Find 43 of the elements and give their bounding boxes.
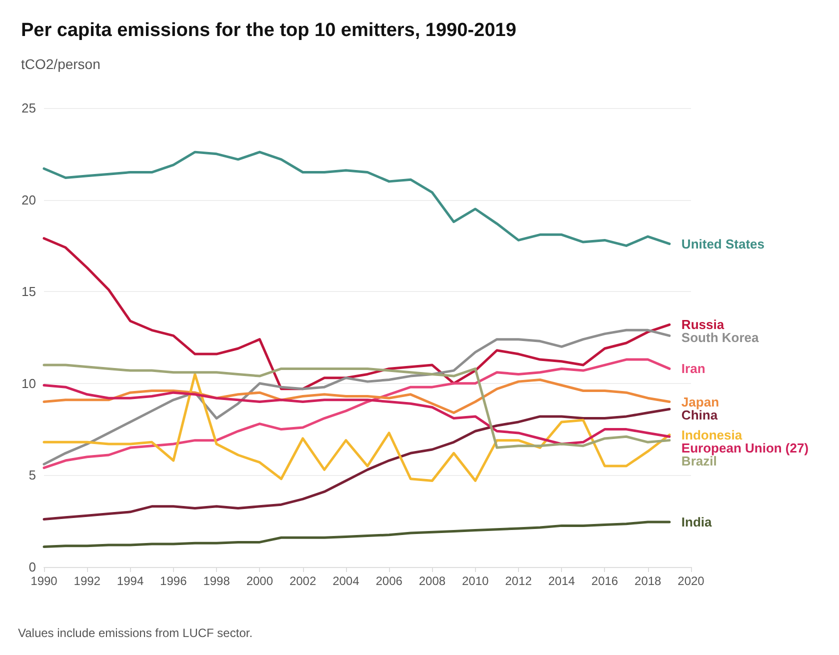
x-tick-label: 2004: [332, 574, 360, 588]
x-tick-label: 2008: [418, 574, 446, 588]
x-tick-label: 1990: [30, 574, 58, 588]
series-label: South Korea: [681, 330, 760, 346]
y-tick-label: 10: [22, 376, 36, 391]
x-tick-label: 2016: [591, 574, 618, 588]
x-tick-label: 2018: [634, 574, 662, 588]
series-label: Indonesia: [681, 427, 743, 442]
chart-title: Per capita emissions for the top 10 emitters, 1990-2019: [21, 20, 516, 41]
series-label: Japan: [681, 394, 720, 410]
line-series: [42, 520, 671, 548]
y-tick-label: 15: [22, 284, 36, 300]
y-tick-label: 5: [28, 468, 36, 483]
series-label: United States: [681, 236, 765, 252]
line-series: [42, 358, 671, 470]
x-tick-label: 1992: [74, 574, 101, 588]
line-series: [42, 150, 671, 247]
series-label: European Union (27): [681, 440, 809, 456]
y-tick-label: 0: [28, 560, 36, 574]
x-tick-label: 2002: [289, 574, 316, 588]
line-series: [42, 384, 671, 446]
x-tick-label: 1998: [203, 574, 230, 588]
line-series: [42, 372, 671, 482]
x-tick-label: 2006: [376, 574, 403, 588]
y-axis-title: tCO2/person: [21, 56, 100, 72]
x-tick-label: 2014: [548, 574, 576, 588]
line-series: [42, 237, 671, 390]
x-tick-label: 2012: [505, 574, 532, 588]
series-label: India: [681, 514, 713, 530]
text: Values include emissions from LUCF sector.: [18, 626, 253, 640]
x-tick-label: 1996: [160, 574, 188, 588]
line-series: [42, 378, 671, 414]
y-tick-label: 25: [22, 100, 36, 116]
x-tick-label: 2000: [246, 574, 274, 588]
x-tick-label: 1994: [116, 574, 144, 588]
y-tick-label: 20: [22, 192, 36, 208]
line-series: [42, 328, 671, 466]
x-tick-label: 2010: [462, 574, 490, 588]
series-label: Iran: [681, 361, 706, 376]
line-series: [42, 408, 671, 521]
x-tick-label: 2020: [678, 574, 705, 588]
series-label: Russia: [681, 317, 725, 332]
line-series: [42, 364, 671, 449]
